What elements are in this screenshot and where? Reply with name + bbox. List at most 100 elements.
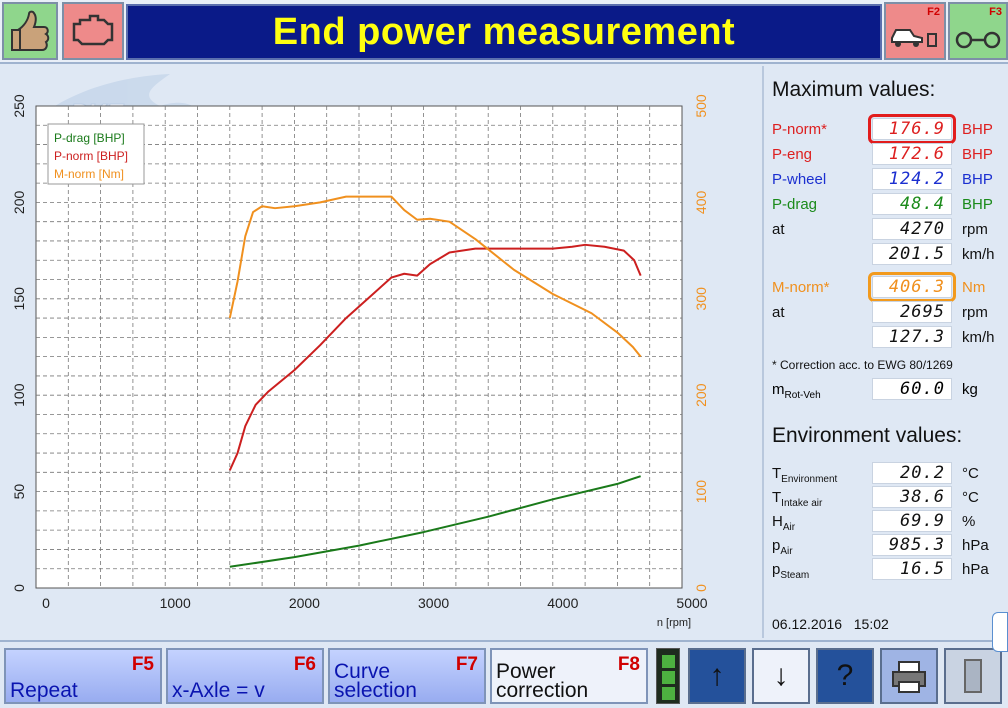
- mass-value: 60.0: [872, 378, 952, 400]
- max-value-unit: BHP: [962, 121, 993, 138]
- env-value-row: pAir 985.3 hPa: [772, 534, 1008, 557]
- max-value-value: 176.9: [868, 114, 956, 144]
- env-value-value: 38.6: [872, 486, 952, 508]
- mass-row: mRot-Veh 60.0 kg: [772, 378, 1008, 401]
- header-bar: End power measurement F2 F3: [0, 0, 1008, 64]
- env-value-label: pSteam: [772, 561, 810, 581]
- torque-value-row: at 2695 rpm: [772, 301, 1008, 323]
- help-icon: ?: [836, 659, 854, 692]
- dyno-f3-button[interactable]: F3: [948, 2, 1008, 60]
- print-button[interactable]: [880, 648, 938, 704]
- max-value-label: P-drag: [772, 196, 818, 213]
- repeat-button[interactable]: F5 Repeat: [4, 648, 162, 704]
- x-tick-label: 2000: [289, 595, 320, 611]
- env-value-unit: %: [962, 513, 976, 530]
- vehicle-on-dyno-icon: [891, 29, 937, 47]
- torque-value-unit: Nm: [962, 279, 986, 296]
- max-value-label: P-eng: [772, 146, 813, 163]
- max-value-unit: BHP: [962, 171, 993, 188]
- y-left-tick-label: 50: [11, 484, 27, 500]
- env-value-value: 985.3: [872, 534, 952, 556]
- max-value-row: P-eng 172.6 BHP: [772, 143, 1008, 165]
- arrow-up-icon: ↑: [709, 659, 725, 692]
- power-correction-button[interactable]: F8 Power correction: [490, 648, 648, 704]
- f7-key-label: F7: [455, 654, 478, 675]
- footer-toolbar: F5 Repeat F6 x-Axle = v F7 Curve selectio…: [0, 640, 1008, 708]
- torque-value-unit: rpm: [962, 304, 988, 321]
- arrow-down-icon: ↓: [773, 659, 789, 692]
- y-right-tick-label: 500: [693, 94, 709, 118]
- env-value-unit: °C: [962, 489, 979, 506]
- legend-entry: P-norm [BHP]: [54, 149, 128, 163]
- y-left-tick-label: 200: [11, 191, 27, 215]
- y-left-tick-label: 0: [11, 584, 27, 592]
- status-light-bottom: [662, 687, 675, 700]
- torque-value-label: M-norm*: [772, 279, 830, 296]
- max-value-value: 124.2: [872, 168, 952, 190]
- max-value-row: P-drag 48.4 BHP: [772, 193, 1008, 215]
- x-tick-label: 5000: [676, 595, 707, 611]
- vehicle-f2-button[interactable]: F2: [884, 2, 946, 60]
- scroll-up-button[interactable]: ↑: [688, 648, 746, 704]
- x-tick-label: 0: [42, 595, 50, 611]
- env-value-row: TIntake air 38.6 °C: [772, 486, 1008, 509]
- status-light: [656, 648, 680, 704]
- max-value-value: 201.5: [872, 243, 952, 265]
- scroll-down-button[interactable]: ↓: [752, 648, 810, 704]
- f2-key-label: F2: [927, 6, 940, 18]
- max-value-row: P-norm* 176.9 BHP: [772, 114, 1008, 144]
- dyno-rollers-icon: [955, 31, 1001, 49]
- y-right-tick-label: 400: [693, 191, 709, 215]
- y-right-tick-label: 100: [693, 480, 709, 504]
- env-value-label: HAir: [772, 513, 796, 533]
- f5-key-label: F5: [131, 654, 154, 675]
- x-tick-label: 1000: [160, 595, 191, 611]
- env-value-row: pSteam 16.5 hPa: [772, 558, 1008, 581]
- env-value-unit: °C: [962, 465, 979, 482]
- series-line-p-drag: [229, 475, 641, 568]
- torque-value-value: 2695: [872, 301, 952, 323]
- engine-warning-icon: [72, 14, 114, 46]
- legend-entry: P-drag [BHP]: [54, 131, 125, 145]
- max-value-unit: rpm: [962, 221, 988, 238]
- curve-selection-label: Curve selection: [334, 660, 417, 702]
- exit-button[interactable]: [944, 648, 1002, 704]
- time-text: 15:02: [853, 616, 889, 632]
- confirm-button[interactable]: [2, 2, 58, 60]
- mass-unit: kg: [962, 381, 978, 398]
- env-value-value: 69.9: [872, 510, 952, 532]
- torque-value-value: 406.3: [868, 272, 956, 302]
- max-value-unit: BHP: [962, 146, 993, 163]
- f3-key-label: F3: [989, 6, 1002, 18]
- torque-value-value: 127.3: [872, 326, 952, 348]
- max-value-value: 4270: [872, 218, 952, 240]
- x-axis-label: n [rpm]: [657, 617, 691, 629]
- torque-value-unit: km/h: [962, 329, 995, 346]
- f8-key-label: F8: [617, 654, 640, 675]
- max-value-unit: BHP: [962, 196, 993, 213]
- max-value-unit: km/h: [962, 246, 995, 263]
- grid-lines: [36, 106, 682, 588]
- values-panel: Maximum values: P-norm* 176.9 BHP P-eng 172.…: [762, 66, 1008, 638]
- status-light-mid: [662, 671, 675, 684]
- engine-check-button[interactable]: [62, 2, 124, 60]
- power-correction-label: Power correction: [496, 660, 589, 702]
- page-title: End power measurement: [272, 10, 736, 53]
- max-value-row: at 4270 rpm: [772, 218, 1008, 240]
- torque-value-label: at: [772, 304, 785, 321]
- max-value-label: P-wheel: [772, 171, 827, 188]
- max-value-row: P-wheel 124.2 BHP: [772, 168, 1008, 190]
- max-values-title: Maximum values:: [772, 78, 936, 101]
- curve-selection-button[interactable]: F7 Curve selection: [328, 648, 486, 704]
- max-value-value: 172.6: [872, 143, 952, 165]
- env-value-label: TEnvironment: [772, 465, 838, 485]
- x-axle-button[interactable]: F6 x-Axle = v: [166, 648, 324, 704]
- y-left-tick-label: 100: [11, 383, 27, 407]
- legend-entry: M-norm [Nm]: [54, 167, 124, 181]
- thumbs-up-icon: [11, 10, 50, 51]
- side-tab-handle[interactable]: [992, 612, 1008, 652]
- help-button[interactable]: ?: [816, 648, 874, 704]
